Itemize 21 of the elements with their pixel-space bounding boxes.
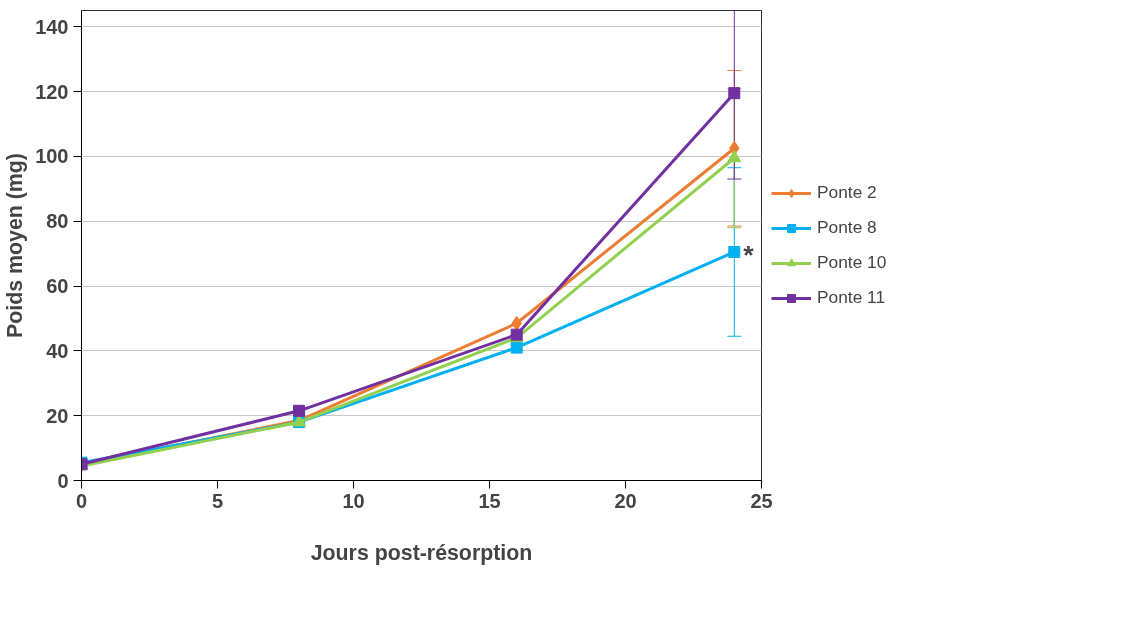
x-tick-label: 25 (750, 489, 773, 512)
y-tick-label: 60 (46, 275, 69, 298)
x-tick-label: 15 (478, 489, 501, 512)
legend-label: Ponte 2 (817, 182, 877, 203)
legend-label: Ponte 11 (817, 287, 886, 308)
y-tick-label: 80 (46, 210, 69, 233)
annotation: * (743, 239, 755, 270)
y-axis-title: Poids moyen (mg) (3, 153, 28, 338)
y-tick-label: 40 (46, 339, 69, 362)
x-tick-label: 5 (211, 489, 224, 512)
x-tick-label: 0 (75, 489, 88, 512)
legend-label: Ponte 8 (817, 217, 877, 238)
y-tick-label: 100 (35, 145, 69, 168)
x-tick-label: 20 (614, 489, 637, 512)
legend-label: Ponte 10 (817, 252, 887, 273)
y-tick-label: 140 (35, 15, 69, 38)
x-tick-label: 10 (342, 489, 365, 512)
y-tick-label: 20 (46, 404, 69, 427)
y-tick-label: 120 (35, 80, 69, 103)
y-tick-label: 0 (57, 469, 69, 492)
x-axis-title: Jours post-résorption (310, 540, 533, 565)
